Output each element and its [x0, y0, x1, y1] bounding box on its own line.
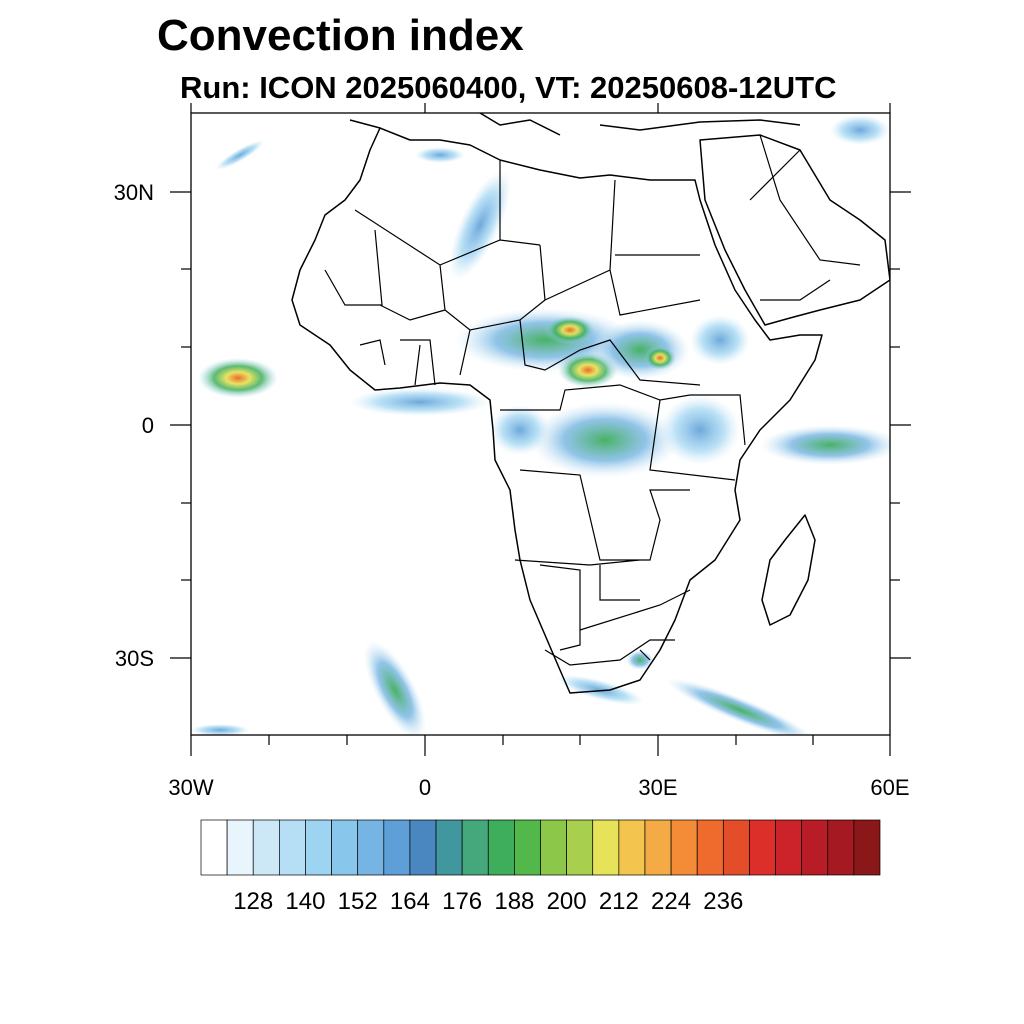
map-plot-area [191, 113, 890, 735]
colorbar-label: 128 [233, 888, 274, 915]
colorbar-label: 236 [703, 888, 744, 915]
lat-label-0: 0 [141, 413, 154, 438]
colorbar-label: 152 [337, 888, 378, 915]
colorbar-swatch [749, 819, 776, 876]
colorbar-swatch [331, 819, 359, 876]
lat-label-30n: 30N [113, 180, 154, 205]
colorbar-swatch [540, 819, 567, 876]
lon-label-60e: 60E [870, 775, 910, 800]
colorbar-label: 224 [651, 888, 692, 915]
colorbar-swatch [200, 819, 228, 876]
colorbar-label: 188 [494, 888, 535, 915]
lon-label-30w: 30W [168, 775, 214, 800]
colorbar-swatch [357, 819, 385, 876]
convection-field [191, 115, 890, 735]
colorbar-swatch [853, 819, 881, 876]
colorbar-swatch [827, 819, 855, 876]
colorbar-swatch [722, 819, 750, 876]
arabia-coastline [699, 134, 890, 326]
colorbar-label: 140 [285, 888, 326, 915]
coastlines [291, 113, 890, 694]
colorbar-swatch [409, 819, 437, 876]
map-subtitle: Run: ICON 2025060400, VT: 20250608-12UTC [180, 70, 837, 105]
colorbar-label: 200 [546, 888, 587, 915]
colorbar-swatch [696, 819, 724, 876]
colorbar-swatch [801, 819, 829, 876]
country-borders [324, 134, 861, 666]
colorbar-swatch [644, 819, 672, 876]
colorbar-swatch [252, 819, 280, 876]
colorbar-swatch [383, 819, 411, 876]
lat-label-30s: 30S [114, 646, 154, 671]
colorbar-label: 176 [442, 888, 483, 915]
colorbar-swatch [487, 819, 515, 876]
colorbar-swatch [618, 819, 646, 876]
colorbar [200, 819, 881, 876]
colorbar-swatch [279, 819, 306, 876]
colorbar-swatch [305, 819, 332, 876]
colorbar-swatch [592, 819, 620, 876]
colorbar-swatch [566, 819, 594, 876]
europe-coastline [349, 113, 801, 136]
colorbar-label: 212 [598, 888, 639, 915]
axis-ticks [170, 103, 911, 756]
colorbar-swatch [514, 819, 541, 876]
map-frame [190, 112, 891, 736]
lon-label-0: 0 [418, 775, 432, 800]
colorbar-swatch [775, 819, 803, 876]
madagascar-coastline [761, 514, 816, 626]
lon-label-30e: 30E [638, 775, 678, 800]
colorbar-swatch [670, 819, 698, 876]
colorbar-swatch [461, 819, 489, 876]
africa-coastline [291, 127, 823, 694]
colorbar-label: 164 [389, 888, 430, 915]
colorbar-swatch [226, 819, 254, 876]
map-title: Convection index [157, 11, 524, 60]
colorbar-swatch [435, 819, 463, 876]
